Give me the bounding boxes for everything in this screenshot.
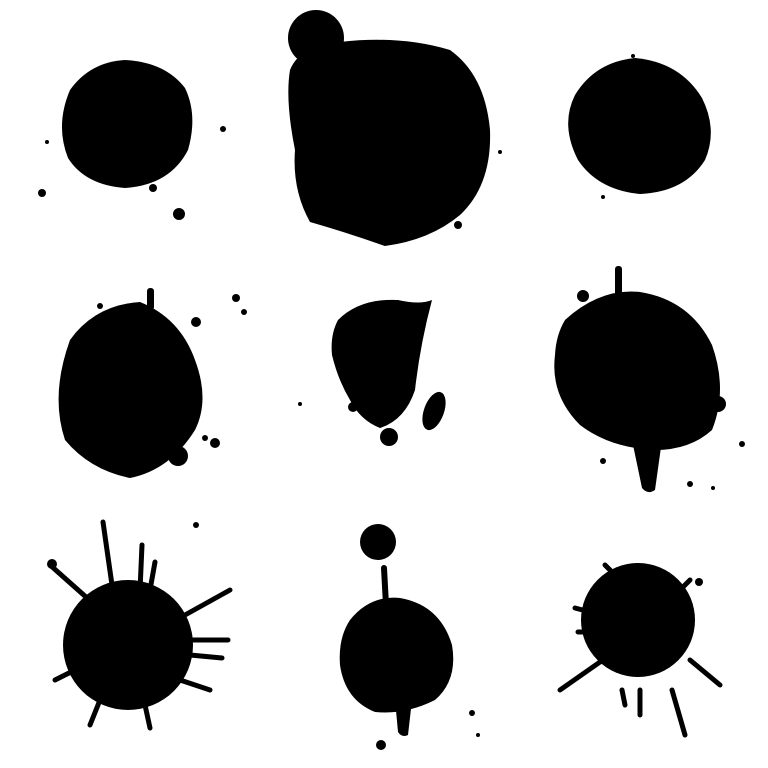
splat-5: [298, 299, 446, 446]
splat-6: [554, 266, 745, 493]
splat-8: [339, 524, 480, 750]
splat-9: [557, 562, 723, 738]
splat-7: [47, 519, 233, 731]
splat-2: [288, 10, 502, 246]
splat-3: [568, 54, 711, 199]
splat-4: [58, 288, 247, 478]
splat-1: [38, 60, 226, 220]
